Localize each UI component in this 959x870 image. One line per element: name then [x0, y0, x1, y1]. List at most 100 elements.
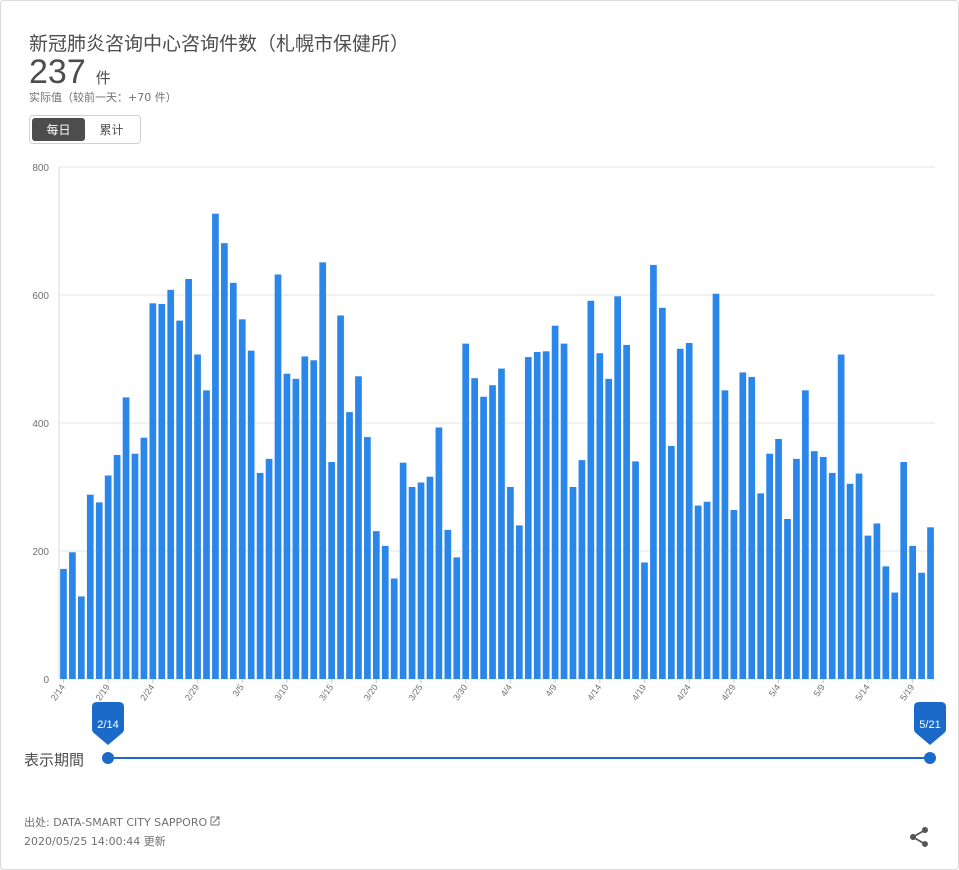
bar — [292, 378, 300, 679]
bar — [113, 455, 121, 679]
x-tick-label: 4/9 — [543, 682, 558, 698]
bar — [918, 572, 925, 679]
bar — [900, 462, 908, 679]
x-tick-label: 5/14 — [853, 682, 871, 702]
slider-start-label: 2/14 — [97, 719, 118, 731]
bar — [569, 487, 577, 679]
x-tick-label: 5/4 — [767, 682, 782, 698]
bar — [873, 523, 881, 679]
bar — [247, 350, 255, 679]
y-tick-label: 200 — [32, 547, 49, 558]
x-tick-label: 4/29 — [719, 682, 737, 702]
bar — [810, 451, 818, 679]
bar — [301, 356, 309, 679]
x-tick-label: 2/29 — [183, 682, 201, 702]
y-tick-label: 0 — [43, 675, 49, 686]
bar — [381, 545, 389, 679]
bar — [86, 494, 94, 679]
share-icon[interactable] — [907, 825, 931, 849]
bar — [471, 378, 478, 679]
bar — [739, 372, 747, 679]
headline-value: 237 件 — [29, 53, 111, 92]
bar — [694, 505, 702, 679]
bar — [444, 529, 452, 679]
bar — [802, 390, 809, 679]
x-tick-label: 5/9 — [812, 682, 827, 698]
x-tick-label: 3/20 — [362, 682, 380, 702]
x-tick-label: 3/15 — [317, 682, 335, 702]
bar — [390, 578, 398, 679]
external-link-icon[interactable] — [209, 815, 221, 830]
bar — [632, 461, 639, 679]
slider-start-marker[interactable] — [92, 702, 124, 745]
bar — [310, 360, 318, 679]
x-tick-label: 3/25 — [406, 682, 424, 702]
bar — [77, 596, 85, 679]
bar — [909, 545, 916, 679]
bar — [69, 552, 76, 679]
bar — [864, 535, 872, 679]
bar — [256, 472, 264, 679]
headline-unit: 件 — [95, 69, 111, 87]
bar — [524, 357, 532, 679]
bar — [319, 262, 327, 679]
bar — [685, 343, 693, 679]
bar — [203, 390, 210, 679]
slider-end-marker[interactable] — [914, 702, 946, 745]
bar — [676, 348, 684, 679]
bar — [355, 376, 362, 679]
toggle-cumulative[interactable]: 累计 — [99, 123, 124, 137]
bar — [623, 344, 630, 679]
bar — [60, 568, 67, 679]
bar — [551, 325, 559, 679]
bar — [614, 296, 622, 679]
bar — [417, 482, 425, 679]
bar — [927, 527, 934, 679]
source-link[interactable]: 出处: DATA-SMART CITY SAPPORO — [24, 816, 208, 829]
x-tick-label: 5/19 — [898, 682, 916, 702]
bar — [104, 475, 112, 679]
bar — [515, 525, 523, 679]
bar — [828, 472, 836, 679]
bar — [721, 390, 729, 679]
bar — [596, 353, 604, 679]
x-tick-label: 2/24 — [138, 682, 156, 702]
bar-chart: 0 200 400 600 800 2/14 2/19 2/24 2/29 3/5 3/10 3/15… — [32, 163, 935, 703]
bar — [274, 274, 282, 679]
x-tick-label: 4/4 — [499, 682, 514, 698]
bar — [542, 351, 550, 679]
bar — [667, 446, 675, 679]
bar — [793, 458, 800, 679]
toggle-daily[interactable]: 每日 — [32, 118, 85, 141]
bar — [855, 473, 863, 679]
bar — [238, 319, 246, 679]
bar — [819, 456, 827, 679]
bar — [140, 437, 148, 679]
bar — [533, 351, 541, 679]
bar — [587, 300, 595, 679]
updated-time: 2020/05/25 14:00:44 更新 — [24, 835, 166, 848]
bar — [131, 453, 139, 679]
y-tick-label: 800 — [32, 163, 49, 174]
bar — [712, 293, 720, 679]
bar — [364, 437, 371, 679]
bar — [158, 303, 166, 679]
y-tick-label: 600 — [32, 291, 49, 302]
bar — [650, 264, 657, 679]
bar — [748, 376, 756, 679]
bar — [176, 320, 184, 679]
bar — [167, 289, 175, 679]
slider-end-handle[interactable] — [924, 752, 936, 764]
source-line: 出处: DATA-SMART CITY SAPPORO — [24, 814, 221, 830]
bar — [578, 460, 586, 679]
bar — [605, 378, 613, 679]
x-tick-label: 3/10 — [272, 682, 290, 702]
bar — [882, 566, 890, 679]
x-tick-label: 4/24 — [675, 682, 693, 702]
bar — [122, 397, 130, 679]
slider-start-handle[interactable] — [102, 752, 114, 764]
bar — [149, 303, 157, 679]
slider-end-label: 5/21 — [919, 719, 940, 731]
x-tick-label: 4/19 — [630, 682, 648, 702]
